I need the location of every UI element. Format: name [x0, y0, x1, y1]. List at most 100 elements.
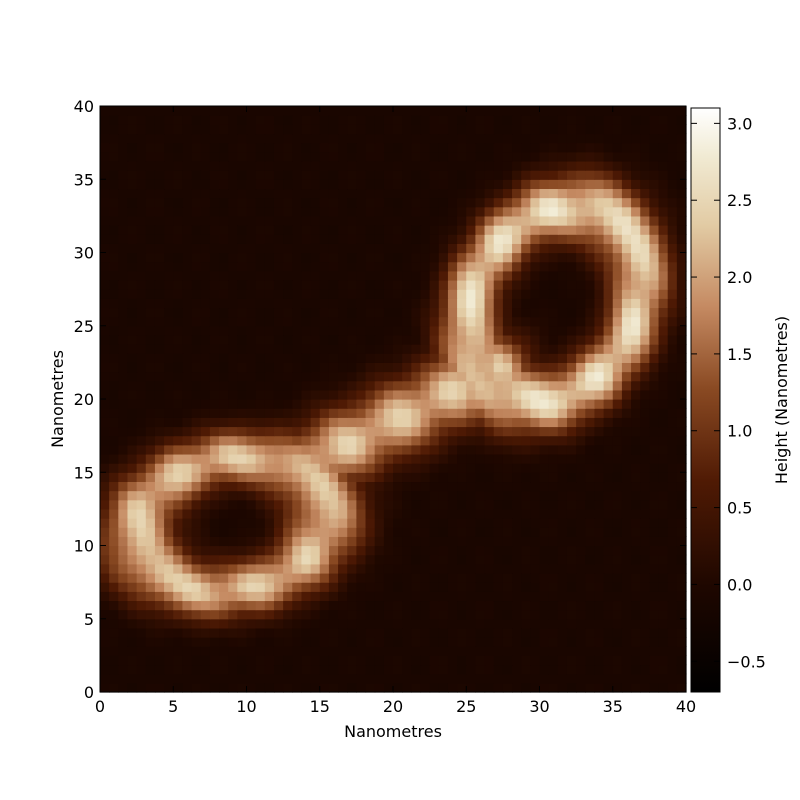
heatmap-cell: [347, 435, 357, 446]
heatmap-cell: [438, 646, 449, 656]
heatmap-cell: [246, 234, 257, 244]
heatmap-cell: [136, 508, 147, 519]
heatmap-cell: [118, 664, 129, 675]
heatmap-cell: [191, 499, 202, 510]
heatmap-cell: [420, 490, 431, 501]
heatmap-cell: [667, 536, 678, 547]
heatmap-cell: [438, 371, 449, 382]
heatmap-cell: [383, 572, 394, 583]
heatmap-cell: [612, 124, 623, 135]
heatmap-cell: [649, 463, 660, 473]
heatmap-cell: [200, 399, 211, 409]
heatmap-cell: [264, 563, 275, 574]
heatmap-cell: [484, 655, 495, 666]
heatmap-cell: [145, 408, 156, 418]
heatmap-cell: [283, 682, 293, 693]
heatmap-cell: [127, 582, 138, 592]
heatmap-cell: [310, 572, 321, 583]
heatmap-cell: [328, 270, 339, 281]
heatmap-cell: [182, 655, 193, 666]
heatmap-cell: [319, 646, 330, 656]
heatmap-cell: [356, 334, 367, 345]
heatmap-cell: [164, 637, 174, 647]
heatmap-cell: [283, 655, 293, 666]
heatmap-cell: [493, 197, 504, 208]
heatmap-cell: [411, 655, 422, 666]
heatmap-cell: [255, 261, 266, 272]
heatmap-cell: [512, 655, 522, 666]
x-tick-label: 5: [168, 697, 178, 716]
heatmap-cell: [383, 444, 394, 455]
heatmap-cell: [493, 637, 504, 647]
heatmap-cell: [127, 380, 138, 391]
heatmap-cell: [530, 316, 541, 327]
heatmap-cell: [612, 490, 623, 501]
heatmap-cell: [466, 234, 477, 244]
heatmap-cell: [200, 591, 211, 602]
heatmap-cell: [493, 344, 504, 354]
heatmap-cell: [438, 627, 449, 638]
heatmap-cell: [319, 160, 330, 171]
heatmap-cell: [228, 380, 238, 391]
heatmap-cell: [631, 646, 641, 656]
heatmap-cell: [447, 188, 458, 199]
heatmap-cell: [118, 646, 129, 656]
heatmap-cell: [145, 582, 156, 592]
heatmap-cell: [383, 234, 394, 244]
heatmap-cell: [118, 234, 129, 244]
heatmap-cell: [621, 389, 632, 400]
heatmap-cell: [484, 344, 495, 354]
heatmap-cell: [310, 591, 321, 602]
heatmap-cell: [521, 609, 531, 620]
colorbar-tick-label: 0.0: [727, 575, 752, 594]
heatmap-cell: [127, 115, 138, 125]
heatmap-cell: [374, 344, 385, 354]
heatmap-cell: [429, 490, 440, 501]
heatmap-cell: [475, 106, 486, 116]
heatmap-cell: [530, 646, 541, 656]
heatmap-cell: [301, 252, 312, 263]
heatmap-cell: [145, 234, 156, 244]
heatmap-cell: [383, 124, 394, 135]
heatmap-cell: [264, 637, 275, 647]
heatmap-cell: [100, 609, 110, 620]
heatmap-cell: [219, 225, 229, 235]
heatmap-cell: [557, 618, 568, 629]
heatmap-cell: [411, 664, 422, 675]
heatmap-cell: [319, 444, 330, 455]
heatmap-cell: [576, 435, 586, 446]
heatmap-cell: [173, 618, 184, 629]
heatmap-cell: [548, 453, 559, 464]
heatmap-cell: [521, 481, 531, 492]
heatmap-cell: [356, 499, 367, 510]
heatmap-cell: [566, 682, 577, 693]
heatmap-cell: [457, 106, 467, 116]
heatmap-cell: [658, 279, 669, 290]
heatmap-cell: [209, 426, 220, 437]
heatmap-cell: [502, 554, 513, 565]
heatmap-cell: [649, 408, 660, 418]
heatmap-cell: [585, 133, 596, 144]
heatmap-cell: [640, 243, 650, 254]
heatmap-cell: [512, 508, 522, 519]
heatmap-cell: [576, 527, 586, 537]
heatmap-cell: [127, 527, 138, 537]
heatmap-cell: [539, 371, 550, 382]
heatmap-cell: [319, 673, 330, 684]
heatmap-cell: [566, 655, 577, 666]
heatmap-cell: [365, 591, 376, 602]
heatmap-cell: [667, 307, 678, 318]
heatmap-cell: [356, 673, 367, 684]
heatmap-cell: [319, 225, 330, 235]
heatmap-cell: [319, 417, 330, 428]
heatmap-cell: [484, 499, 495, 510]
heatmap-cell: [594, 453, 605, 464]
heatmap-cell: [100, 389, 110, 400]
heatmap-cell: [438, 655, 449, 666]
heatmap-cell: [402, 426, 412, 437]
heatmap-cell: [319, 362, 330, 373]
heatmap-cell: [631, 124, 641, 135]
heatmap-cell: [512, 554, 522, 565]
heatmap-cell: [328, 380, 339, 391]
heatmap-cell: [118, 279, 129, 290]
